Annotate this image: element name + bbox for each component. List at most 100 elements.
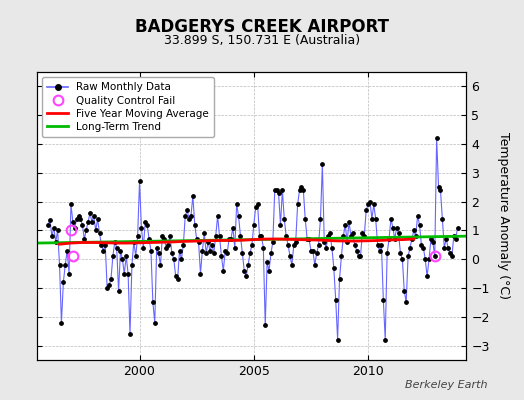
Point: [429, 239, 437, 245]
Point: [82, 227, 91, 234]
Point: [185, 216, 193, 222]
Point: [396, 250, 405, 257]
Point: [446, 250, 454, 257]
Point: [93, 216, 102, 222]
Point: [158, 233, 167, 239]
Text: Berkeley Earth: Berkeley Earth: [405, 380, 487, 390]
Point: [71, 224, 79, 231]
Point: [63, 247, 71, 254]
Point: [404, 253, 412, 260]
Point: [53, 227, 62, 234]
Point: [328, 244, 336, 251]
Point: [137, 224, 146, 231]
Point: [141, 218, 149, 225]
Point: [217, 253, 226, 260]
Point: [374, 242, 382, 248]
Point: [452, 236, 460, 242]
Point: [364, 201, 372, 208]
Point: [368, 216, 376, 222]
Point: [170, 256, 178, 262]
Point: [436, 187, 445, 193]
Point: [411, 233, 420, 239]
Point: [213, 213, 222, 219]
Point: [173, 276, 182, 282]
Point: [322, 244, 330, 251]
Point: [362, 207, 370, 214]
Point: [95, 230, 104, 236]
Point: [261, 322, 269, 329]
Point: [44, 222, 52, 228]
Point: [206, 247, 214, 254]
Point: [413, 213, 422, 219]
Point: [135, 178, 144, 185]
Point: [432, 135, 441, 142]
Point: [423, 273, 431, 280]
Point: [56, 262, 64, 268]
Point: [354, 253, 363, 260]
Point: [90, 213, 98, 219]
Point: [120, 270, 128, 277]
Point: [200, 230, 209, 236]
Point: [254, 201, 262, 208]
Point: [369, 201, 378, 208]
Point: [387, 216, 395, 222]
Point: [341, 222, 350, 228]
Point: [128, 262, 136, 268]
Point: [187, 213, 195, 219]
Point: [339, 233, 347, 239]
Point: [72, 216, 81, 222]
Point: [318, 161, 326, 167]
Point: [221, 247, 230, 254]
Point: [145, 236, 153, 242]
Point: [124, 270, 132, 277]
Point: [337, 253, 346, 260]
Text: 33.899 S, 150.731 E (Australia): 33.899 S, 150.731 E (Australia): [164, 34, 360, 47]
Point: [244, 262, 252, 268]
Point: [400, 288, 408, 294]
Point: [372, 216, 380, 222]
Point: [356, 253, 365, 260]
Point: [332, 296, 340, 303]
Point: [65, 270, 73, 277]
Point: [353, 247, 361, 254]
Point: [416, 222, 424, 228]
Point: [156, 262, 165, 268]
Point: [48, 233, 56, 239]
Point: [84, 218, 92, 225]
Point: [194, 239, 203, 245]
Point: [410, 227, 418, 234]
Point: [425, 256, 433, 262]
Point: [61, 262, 70, 268]
Point: [345, 218, 353, 225]
Point: [223, 250, 231, 257]
Point: [309, 247, 317, 254]
Point: [379, 296, 388, 303]
Point: [181, 213, 190, 219]
Point: [59, 279, 68, 286]
Point: [375, 247, 384, 254]
Point: [351, 242, 359, 248]
Point: [107, 276, 115, 282]
Point: [105, 282, 113, 288]
Point: [299, 187, 308, 193]
Point: [366, 198, 374, 205]
Point: [122, 253, 130, 260]
Point: [440, 244, 449, 251]
Point: [263, 259, 271, 265]
Point: [303, 236, 311, 242]
Point: [427, 236, 435, 242]
Point: [398, 256, 407, 262]
Point: [166, 233, 174, 239]
Point: [80, 236, 89, 242]
Point: [50, 224, 58, 231]
Point: [360, 233, 368, 239]
Point: [275, 190, 283, 196]
Point: [179, 242, 188, 248]
Point: [255, 233, 264, 239]
Point: [202, 250, 211, 257]
Point: [103, 285, 111, 291]
Point: [269, 239, 277, 245]
Point: [343, 239, 351, 245]
Point: [162, 244, 170, 251]
Point: [99, 247, 107, 254]
